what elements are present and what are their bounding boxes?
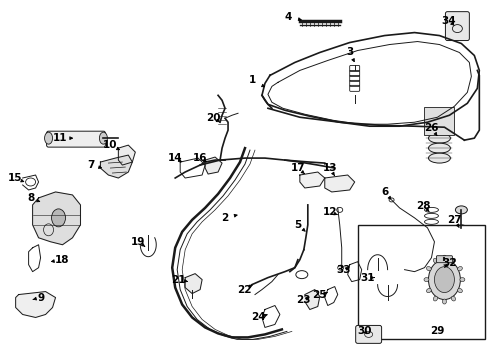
Text: 11: 11	[53, 133, 68, 143]
Text: 26: 26	[424, 123, 438, 133]
Ellipse shape	[423, 278, 428, 282]
Text: 8: 8	[27, 193, 34, 203]
Polygon shape	[304, 289, 319, 310]
Ellipse shape	[442, 255, 446, 260]
Ellipse shape	[426, 266, 430, 271]
Ellipse shape	[450, 296, 455, 301]
Text: 32: 32	[441, 258, 456, 268]
Ellipse shape	[44, 132, 52, 144]
Text: 1: 1	[248, 75, 255, 85]
Ellipse shape	[427, 153, 449, 163]
FancyBboxPatch shape	[445, 12, 468, 41]
Ellipse shape	[457, 288, 462, 293]
FancyBboxPatch shape	[355, 325, 381, 343]
Text: 6: 6	[380, 187, 387, 197]
Text: 18: 18	[55, 255, 70, 265]
Text: 29: 29	[429, 327, 444, 336]
Text: 17: 17	[290, 163, 305, 173]
Ellipse shape	[427, 143, 449, 153]
FancyBboxPatch shape	[46, 131, 105, 147]
Text: 30: 30	[357, 327, 371, 336]
Text: 14: 14	[167, 153, 182, 163]
Bar	[424, 107, 453, 135]
Text: 21: 21	[171, 275, 185, 285]
Bar	[357, 225, 484, 339]
Polygon shape	[185, 274, 202, 293]
FancyBboxPatch shape	[436, 256, 451, 263]
Ellipse shape	[454, 206, 467, 214]
Ellipse shape	[427, 133, 449, 143]
Ellipse shape	[442, 299, 446, 304]
Text: 3: 3	[346, 48, 353, 58]
Text: 33: 33	[336, 265, 350, 275]
Polygon shape	[100, 155, 132, 178]
Polygon shape	[299, 172, 324, 188]
Polygon shape	[324, 175, 354, 192]
Text: 7: 7	[86, 160, 94, 170]
Polygon shape	[16, 292, 56, 318]
Text: 13: 13	[322, 163, 336, 173]
Text: 9: 9	[37, 293, 44, 302]
Text: 24: 24	[250, 312, 264, 323]
Text: 4: 4	[284, 12, 291, 22]
Polygon shape	[33, 192, 81, 245]
Ellipse shape	[433, 267, 453, 293]
Text: 2: 2	[221, 213, 228, 223]
Text: 5: 5	[294, 220, 301, 230]
Text: 27: 27	[446, 215, 461, 225]
Text: 34: 34	[440, 15, 455, 26]
Polygon shape	[204, 157, 222, 174]
Text: 28: 28	[415, 201, 430, 211]
Ellipse shape	[99, 132, 107, 144]
Ellipse shape	[432, 258, 437, 263]
Text: 10: 10	[103, 140, 118, 150]
Ellipse shape	[450, 258, 455, 263]
Text: 25: 25	[312, 289, 326, 300]
Ellipse shape	[51, 209, 65, 227]
Ellipse shape	[432, 296, 437, 301]
Ellipse shape	[459, 278, 464, 282]
Polygon shape	[118, 145, 135, 165]
Text: 22: 22	[236, 284, 251, 294]
Text: 15: 15	[7, 173, 22, 183]
Ellipse shape	[426, 288, 430, 293]
Text: 16: 16	[192, 153, 207, 163]
Ellipse shape	[457, 266, 462, 271]
Ellipse shape	[427, 260, 459, 300]
Text: 19: 19	[131, 237, 145, 247]
Text: 20: 20	[205, 113, 220, 123]
Text: 23: 23	[296, 294, 310, 305]
Text: 31: 31	[360, 273, 374, 283]
Text: 12: 12	[322, 207, 336, 217]
